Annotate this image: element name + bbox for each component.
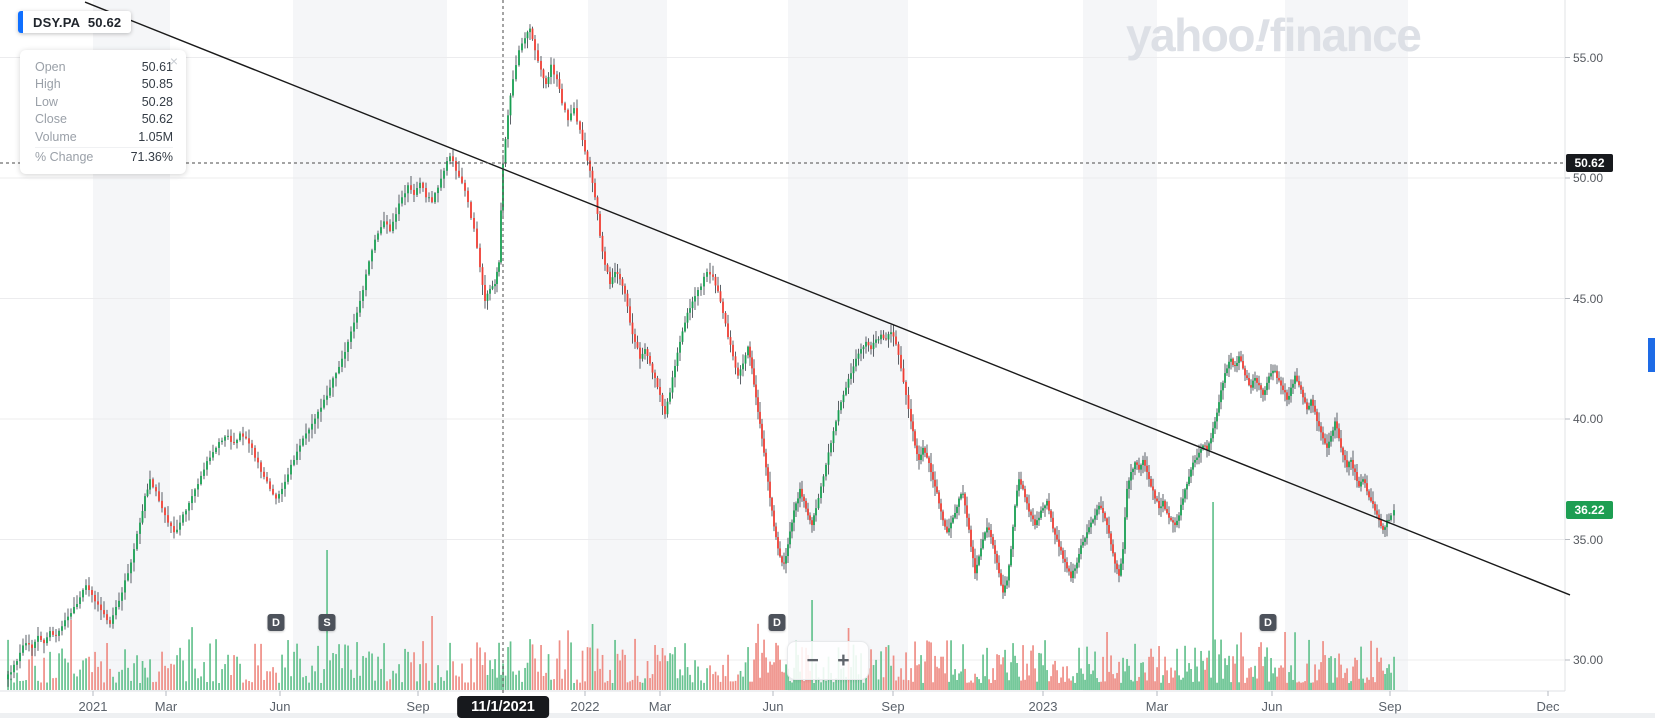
open-label: Open xyxy=(35,60,66,74)
y-axis-label: 35.00 xyxy=(1573,532,1604,547)
pct-change-label: % Change xyxy=(35,150,94,165)
dividend-event-badge[interactable]: D xyxy=(1259,614,1277,631)
x-axis-label: Sep xyxy=(1378,699,1402,714)
yahoo-finance-watermark: yahoo!finance xyxy=(1126,9,1422,61)
y-axis-label: 30.00 xyxy=(1573,653,1604,667)
y-axis-label: 45.00 xyxy=(1573,291,1604,306)
x-axis-label: Jun xyxy=(762,699,784,714)
y-axis-label: 50.00 xyxy=(1573,171,1604,185)
low-value: 50.28 xyxy=(141,94,173,109)
volume-label: Volume xyxy=(35,129,77,144)
x-axis-label: Mar xyxy=(1145,699,1169,714)
x-axis-label: Jun xyxy=(269,699,291,714)
dividend-event-badge[interactable]: D xyxy=(768,614,786,631)
split-event-badge[interactable]: S xyxy=(318,614,336,631)
x-axis-label: Sep xyxy=(881,699,905,714)
ohlc-tooltip: × Open 50.61 High 50.85 Low 50.28 Close 50.6… xyxy=(20,50,186,175)
close-icon[interactable]: × xyxy=(169,53,178,69)
bottom-strip xyxy=(0,713,1655,718)
ticker-symbol-price: DSY.PA 50.62 xyxy=(33,14,122,30)
y-axis-label: 55.00 xyxy=(1573,50,1604,65)
x-axis-label: 2021 xyxy=(78,699,108,714)
ticker-accent-bar xyxy=(18,11,23,33)
x-axis-label: Mar xyxy=(648,699,672,714)
zoom-in-button[interactable]: + xyxy=(837,649,850,672)
x-axis-label: 2022 xyxy=(570,699,600,714)
crosshair-price-badge: 50.62 xyxy=(1566,154,1613,173)
low-label: Low xyxy=(35,94,58,109)
pct-change-value: 71.36% xyxy=(130,150,173,165)
edge-scroll-tab[interactable] xyxy=(1648,338,1655,372)
crosshair-date-badge: 11/1/2021 xyxy=(457,696,549,718)
x-axis-label: Dec xyxy=(1536,699,1560,714)
x-axis-label: Mar xyxy=(154,699,178,714)
y-axis-label: 40.00 xyxy=(1573,412,1604,426)
volume-value: 1.05M xyxy=(138,129,173,144)
open-value: 50.61 xyxy=(141,60,173,74)
zoom-out-button[interactable]: − xyxy=(806,649,819,672)
dividend-event-badge[interactable]: D xyxy=(267,614,285,631)
x-axis-label: Sep xyxy=(406,699,430,714)
x-axis-label: Jun xyxy=(1261,699,1283,714)
high-value: 50.85 xyxy=(141,77,173,92)
high-label: High xyxy=(35,77,61,92)
last-price-badge: 36.22 xyxy=(1566,501,1613,520)
zoom-controls: − + xyxy=(787,641,869,680)
ticker-pill[interactable]: DSY.PA 50.62 xyxy=(18,11,132,33)
close-value: 50.62 xyxy=(141,112,173,127)
close-label: Close xyxy=(35,112,67,127)
x-axis-label: 2023 xyxy=(1028,699,1058,714)
